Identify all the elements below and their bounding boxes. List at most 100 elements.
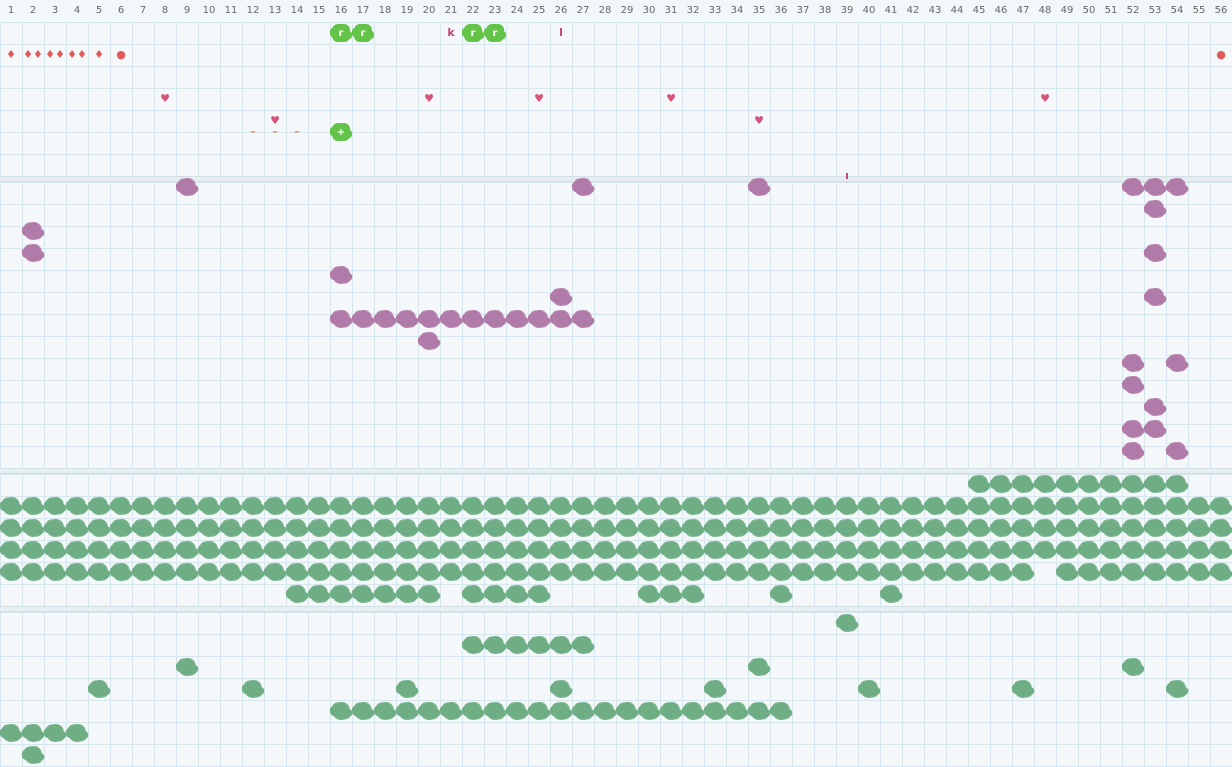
teal-blob[interactable]	[594, 561, 616, 583]
teal-blob[interactable]	[176, 517, 198, 539]
teal-blob[interactable]	[330, 539, 352, 561]
teal-blob[interactable]	[616, 561, 638, 583]
teal-blob[interactable]	[660, 495, 682, 517]
teal-blob[interactable]	[176, 495, 198, 517]
teal-blob[interactable]	[550, 539, 572, 561]
teal-blob[interactable]	[462, 583, 484, 605]
purple-blob[interactable]	[1144, 396, 1166, 418]
red-drop-icon[interactable]: ●	[1210, 44, 1232, 66]
teal-blob[interactable]	[1056, 539, 1078, 561]
teal-blob[interactable]	[792, 517, 814, 539]
teal-blob[interactable]	[396, 700, 418, 722]
teal-blob[interactable]	[682, 700, 704, 722]
teal-blob[interactable]	[110, 561, 132, 583]
teal-blob[interactable]	[572, 495, 594, 517]
teal-blob[interactable]	[594, 495, 616, 517]
teal-blob[interactable]	[1122, 473, 1144, 495]
purple-blob[interactable]	[1166, 176, 1188, 198]
teal-blob[interactable]	[550, 634, 572, 656]
dash-marker[interactable]: –	[264, 121, 286, 143]
teal-blob[interactable]	[704, 517, 726, 539]
teal-blob[interactable]	[484, 700, 506, 722]
teal-blob[interactable]	[440, 539, 462, 561]
teal-blob[interactable]	[1144, 517, 1166, 539]
teal-blob[interactable]	[154, 495, 176, 517]
teal-blob[interactable]	[440, 561, 462, 583]
teal-blob[interactable]	[1100, 473, 1122, 495]
teal-blob[interactable]	[484, 561, 506, 583]
teal-blob[interactable]	[572, 539, 594, 561]
purple-blob[interactable]	[1166, 440, 1188, 462]
teal-blob[interactable]	[308, 517, 330, 539]
teal-blob[interactable]	[682, 583, 704, 605]
heart-icon[interactable]: ♥	[528, 88, 550, 110]
purple-blob[interactable]	[748, 176, 770, 198]
purple-blob[interactable]	[418, 330, 440, 352]
teal-blob[interactable]	[1078, 495, 1100, 517]
teal-blob[interactable]	[1210, 539, 1232, 561]
teal-blob[interactable]	[682, 517, 704, 539]
teal-blob[interactable]	[704, 700, 726, 722]
teal-blob[interactable]	[638, 517, 660, 539]
teal-blob[interactable]	[1100, 495, 1122, 517]
teal-blob[interactable]	[440, 700, 462, 722]
purple-blob[interactable]	[22, 220, 44, 242]
teal-blob[interactable]	[462, 561, 484, 583]
teal-blob[interactable]	[726, 561, 748, 583]
teal-blob[interactable]	[550, 678, 572, 700]
teal-blob[interactable]	[44, 495, 66, 517]
heart-icon[interactable]: ♥	[660, 88, 682, 110]
teal-blob[interactable]	[396, 539, 418, 561]
teal-blob[interactable]	[286, 539, 308, 561]
teal-blob[interactable]	[308, 561, 330, 583]
teal-blob[interactable]	[44, 561, 66, 583]
teal-blob[interactable]	[418, 495, 440, 517]
teal-blob[interactable]	[22, 744, 44, 766]
teal-blob[interactable]	[264, 561, 286, 583]
purple-blob[interactable]	[22, 242, 44, 264]
teal-blob[interactable]	[242, 495, 264, 517]
teal-blob[interactable]	[1122, 561, 1144, 583]
teal-blob[interactable]	[858, 495, 880, 517]
teal-blob[interactable]	[1034, 539, 1056, 561]
teal-blob[interactable]	[594, 517, 616, 539]
teal-blob[interactable]	[858, 517, 880, 539]
purple-blob[interactable]	[1122, 176, 1144, 198]
teal-blob[interactable]	[132, 539, 154, 561]
teal-blob[interactable]	[924, 539, 946, 561]
teal-blob[interactable]	[242, 561, 264, 583]
teal-blob[interactable]	[330, 517, 352, 539]
dash-marker[interactable]: –	[242, 121, 264, 143]
heart-icon[interactable]: ♥	[748, 110, 770, 132]
teal-blob[interactable]	[198, 517, 220, 539]
purple-blob[interactable]	[330, 308, 352, 330]
purple-blob[interactable]	[1122, 374, 1144, 396]
teal-blob[interactable]	[418, 517, 440, 539]
purple-blob[interactable]	[462, 308, 484, 330]
teal-blob[interactable]	[462, 539, 484, 561]
purple-blob[interactable]	[330, 264, 352, 286]
teal-blob[interactable]	[66, 561, 88, 583]
teal-blob[interactable]	[1012, 539, 1034, 561]
teal-blob[interactable]	[704, 495, 726, 517]
green-token[interactable]: r	[352, 22, 374, 44]
teal-blob[interactable]	[748, 561, 770, 583]
teal-blob[interactable]	[638, 539, 660, 561]
teal-blob[interactable]	[1144, 473, 1166, 495]
heart-icon[interactable]: ♥	[154, 88, 176, 110]
teal-blob[interactable]	[660, 700, 682, 722]
teal-blob[interactable]	[418, 561, 440, 583]
teal-blob[interactable]	[748, 539, 770, 561]
teal-blob[interactable]	[572, 700, 594, 722]
teal-blob[interactable]	[1100, 561, 1122, 583]
teal-blob[interactable]	[462, 495, 484, 517]
teal-blob[interactable]	[726, 700, 748, 722]
teal-blob[interactable]	[572, 517, 594, 539]
teal-blob[interactable]	[946, 561, 968, 583]
teal-blob[interactable]	[1056, 517, 1078, 539]
teal-blob[interactable]	[88, 539, 110, 561]
teal-blob[interactable]	[924, 517, 946, 539]
teal-blob[interactable]	[374, 495, 396, 517]
teal-blob[interactable]	[1210, 495, 1232, 517]
teal-blob[interactable]	[814, 495, 836, 517]
